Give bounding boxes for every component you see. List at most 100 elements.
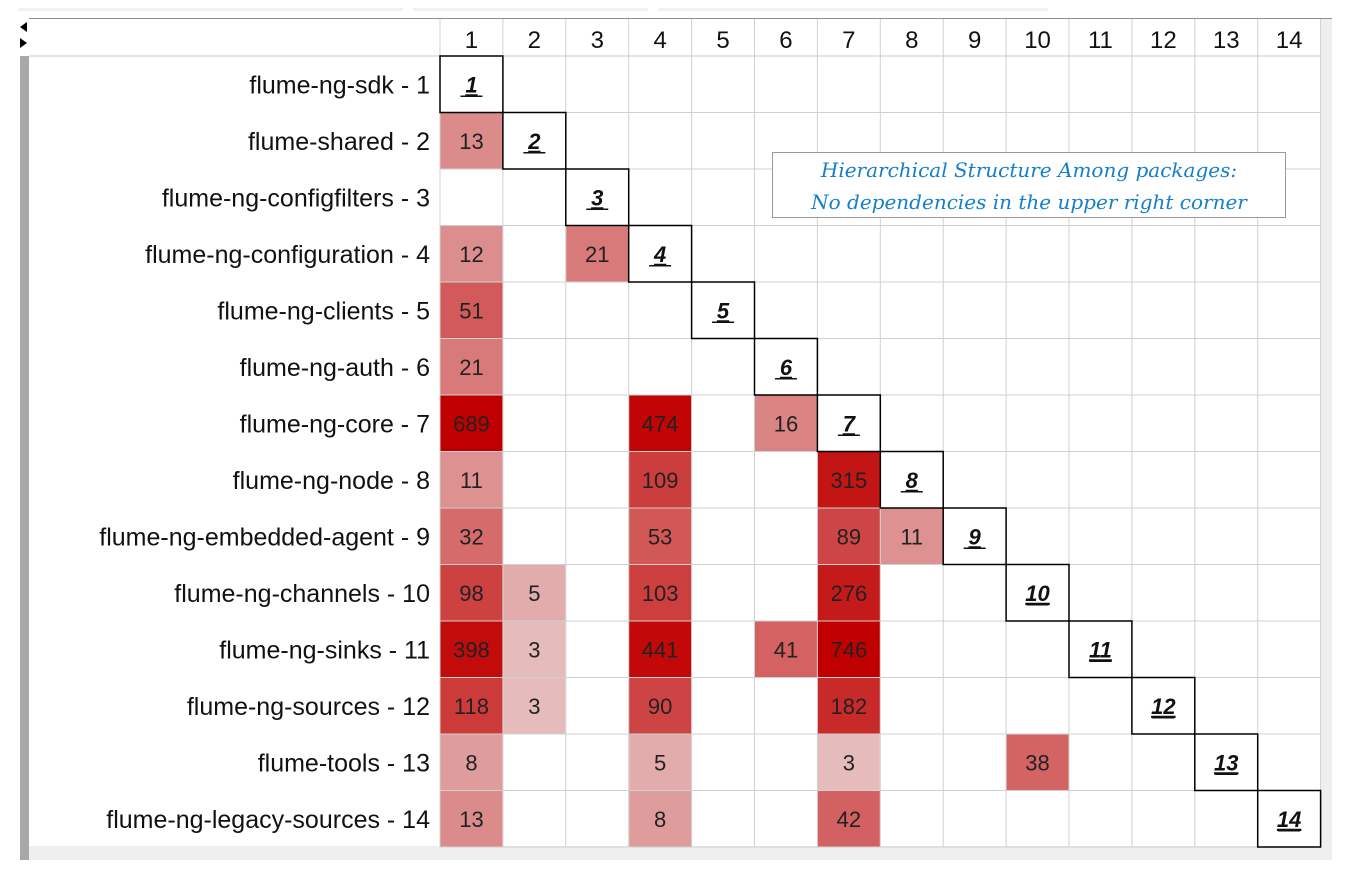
diagonal-cell [816, 394, 882, 453]
diagonal-cell [753, 337, 819, 396]
dependency-cell [817, 734, 880, 790]
row-label: flume-ng-sinks - 11 [219, 636, 430, 664]
dependency-value: 315 [830, 468, 867, 493]
right-scroll-strip[interactable] [1321, 18, 1332, 850]
column-header: 1 [465, 27, 478, 54]
dependency-value: 21 [585, 242, 609, 267]
dependency-value: 21 [459, 355, 483, 380]
diagonal-label: 14 [1277, 807, 1301, 832]
dependency-value: 32 [459, 524, 483, 549]
diagonal-cell [627, 224, 693, 283]
dependency-value: 13 [459, 807, 483, 832]
dependency-value: 3 [528, 694, 540, 719]
diagonal-cell [502, 111, 567, 170]
dependency-cell [817, 791, 880, 847]
diagonal-label: 3 [591, 185, 603, 210]
dependency-value: 474 [642, 411, 679, 436]
column-header: 10 [1024, 27, 1051, 54]
row-label: flume-ng-core - 7 [240, 410, 430, 438]
dependency-cell [503, 565, 566, 621]
dependency-cell [440, 678, 503, 734]
dependency-cell [629, 678, 692, 734]
dependency-cell [566, 226, 629, 282]
row-label: flume-ng-auth - 6 [240, 354, 430, 382]
column-header: 5 [716, 27, 729, 54]
column-header: 11 [1088, 27, 1113, 54]
dependency-value: 8 [654, 807, 666, 832]
dependency-value: 13 [459, 129, 483, 154]
dependency-value: 103 [642, 581, 679, 606]
row-label: flume-ng-legacy-sources - 14 [106, 806, 430, 834]
dependency-cell [440, 621, 503, 677]
dependency-value: 5 [654, 750, 666, 775]
dependency-value: 89 [837, 524, 861, 549]
column-header: 3 [591, 27, 604, 54]
diagonal-label: 13 [1214, 750, 1238, 775]
dependency-value: 5 [528, 581, 540, 606]
diagonal-label: 5 [717, 298, 730, 323]
column-header: 6 [779, 27, 792, 54]
header-border [29, 18, 1332, 19]
dependency-cell [440, 452, 503, 508]
dependency-cell [629, 508, 692, 564]
dependency-value: 689 [453, 411, 490, 436]
dependency-cell [817, 565, 880, 621]
diagonal-cell [439, 55, 504, 114]
dependency-cell [503, 621, 566, 677]
bottom-scroll-strip[interactable] [29, 846, 1332, 860]
dependency-cell [629, 452, 692, 508]
dependency-value: 8 [465, 750, 477, 775]
dependency-cell [755, 395, 817, 451]
dependency-value: 41 [774, 637, 798, 662]
dependency-value: 3 [843, 750, 855, 775]
dependency-value: 109 [642, 468, 679, 493]
diagonal-label: 4 [653, 242, 666, 267]
row-label: flume-ng-clients - 5 [217, 297, 430, 325]
diagonal-label: 6 [780, 355, 793, 380]
diagonal-label: 10 [1025, 581, 1050, 606]
dependency-cell [755, 621, 817, 677]
row-label: flume-ng-sdk - 1 [249, 71, 430, 99]
dependency-value: 98 [459, 581, 483, 606]
dependency-cell [629, 791, 692, 847]
collapse-arrow-icon[interactable] [20, 22, 27, 32]
row-label: flume-ng-sources - 12 [187, 693, 430, 721]
top-toolbar [0, 0, 1349, 18]
dependency-value: 16 [774, 411, 798, 436]
dependency-value: 11 [460, 468, 483, 493]
row-label: flume-shared - 2 [248, 128, 430, 156]
toolbar-segment [658, 8, 1048, 11]
dependency-value: 53 [648, 524, 672, 549]
row-label: flume-tools - 13 [258, 749, 430, 777]
diagonal-cell [1005, 563, 1070, 622]
diagonal-label: 9 [969, 524, 982, 549]
dependency-cell [817, 621, 880, 677]
dependency-cell [629, 565, 692, 621]
diagonal-cell [1194, 733, 1259, 792]
column-header: 8 [905, 27, 918, 54]
dependency-cell [629, 734, 692, 790]
dependency-value: 398 [453, 637, 490, 662]
diagonal-cell [942, 507, 1007, 566]
left-scroll-rail[interactable] [20, 18, 29, 860]
diagonal-label: 11 [1089, 637, 1112, 662]
dependency-cell [440, 339, 503, 395]
dependency-cell [440, 113, 503, 169]
dependency-cell [440, 508, 503, 564]
expand-arrow-icon[interactable] [20, 38, 27, 48]
diagonal-cell [1068, 620, 1133, 679]
dependency-cell [817, 452, 880, 508]
annotation-line-2: No dependencies in the upper right corne… [811, 190, 1247, 214]
column-header: 14 [1276, 27, 1303, 54]
toolbar-segment [413, 8, 648, 11]
dependency-value: 182 [830, 694, 867, 719]
diagonal-label: 12 [1151, 694, 1176, 719]
column-header: 12 [1150, 27, 1177, 54]
dependency-value: 11 [900, 524, 923, 549]
dependency-value: 12 [459, 242, 483, 267]
dependency-value: 441 [642, 637, 679, 662]
annotation-box: Hierarchical Structure Among packages: N… [772, 152, 1286, 218]
diagonal-cell [565, 168, 630, 227]
column-header: 13 [1213, 27, 1240, 54]
diagonal-label: 8 [906, 468, 919, 493]
